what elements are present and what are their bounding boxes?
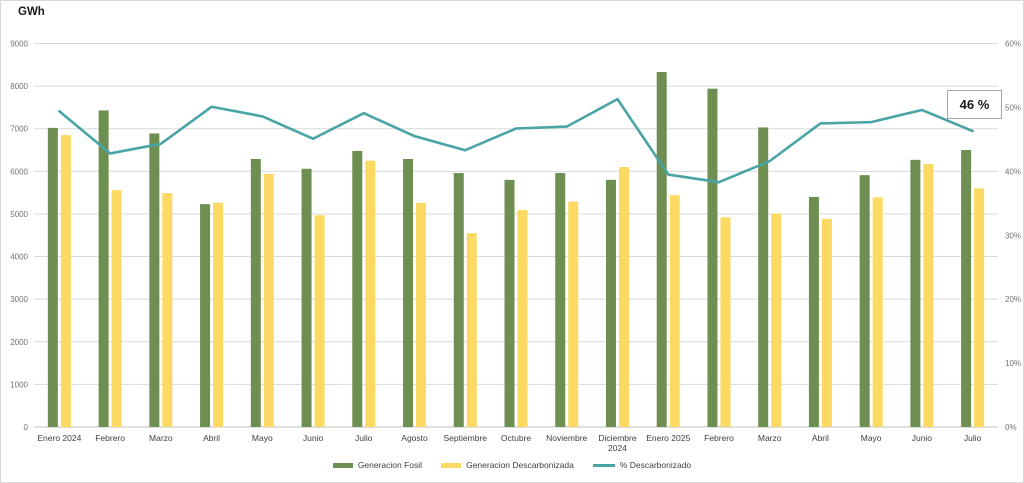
bar-generacion-fosil [605,179,616,427]
left-axis-tick: 2000 [10,338,28,347]
bar-generacion-fosil [504,179,515,427]
bar-generacion-fosil [301,168,312,427]
left-axis-tick: 0 [24,423,29,432]
x-axis-label: Agosto [401,433,428,443]
legend-item-generacion-fosil: Generacion Fosil [332,460,423,470]
generacion-fosil-swatch-icon [332,462,353,468]
x-axis-label: Julio [964,433,982,443]
left-axis-tick: 5000 [10,210,28,219]
x-axis-label: Marzo [149,433,173,443]
bar-generacion-descarbonizada [821,219,832,427]
bar-generacion-fosil [352,150,363,427]
right-axis-tick: 0% [1005,423,1017,432]
bar-generacion-descarbonizada [466,233,477,427]
bar-generacion-fosil [250,158,261,427]
x-axis-label: Enero 2024 [37,433,81,443]
bar-generacion-fosil [808,196,819,427]
x-axis-label: Febrero [95,433,125,443]
left-axis-tick: 7000 [10,125,28,134]
legend-label-generacion-descarbonizada: Generacion Descarbonizada [466,460,574,470]
pct-descarbonizado-line [58,97,974,184]
x-axis-label: Noviembre [546,433,587,443]
x-axis-label: Junio [912,433,933,443]
bar-generacion-descarbonizada [263,173,274,427]
legend-label-pct-descarbonizado: % Descarbonizado [619,460,692,470]
bar-generacion-descarbonizada [213,202,224,427]
bar-generacion-fosil [707,88,718,427]
left-axis-tick: 4000 [10,253,28,262]
bar-generacion-descarbonizada [517,210,528,427]
x-axis-label: Diciembre 2024 [598,433,637,453]
bar-generacion-fosil [403,158,414,427]
bar-generacion-descarbonizada [923,164,934,427]
x-axis-label: Marzo [758,433,782,443]
x-axis-label: Mayo [252,433,273,443]
x-axis-label: Abril [203,433,220,443]
bar-generacion-descarbonizada [111,190,122,427]
left-axis-tick: 3000 [10,295,28,304]
left-axis-tick: 6000 [10,167,28,176]
bar-generacion-descarbonizada [365,160,376,428]
generacion-descarbonizada-swatch-icon [441,462,462,468]
bar-generacion-descarbonizada [60,135,71,427]
x-axis-label: Abril [812,433,829,443]
x-axis-label: Enero 2025 [646,433,690,443]
right-axis-tick: 60% [1005,40,1021,49]
bar-generacion-descarbonizada [162,193,173,427]
bar-generacion-fosil [47,127,58,428]
right-axis-tick: 50% [1005,103,1021,112]
bar-generacion-descarbonizada [314,215,325,427]
right-axis-tick: 10% [1005,359,1021,368]
bar-generacion-fosil [961,150,972,427]
x-axis-label: Octubre [501,433,532,443]
legend-item-generacion-descarbonizada: Generacion Descarbonizada [441,460,574,470]
bar-generacion-fosil [200,204,211,427]
bar-generacion-fosil [859,175,870,427]
bar-generacion-fosil [453,173,464,427]
bar-generacion-descarbonizada [416,202,427,427]
x-axis-label: Julio [355,433,373,443]
bar-generacion-descarbonizada [618,167,629,428]
pct-descarbonizado-swatch-icon [592,463,615,467]
axis-unit-label: GWh [18,6,45,18]
bar-generacion-fosil [656,72,667,428]
bar-generacion-descarbonizada [568,201,579,427]
bar-generacion-descarbonizada [771,213,782,427]
x-axis-label: Mayo [861,433,882,443]
right-axis-tick: 30% [1005,231,1021,240]
bar-generacion-descarbonizada [669,195,680,427]
left-axis-tick: 1000 [10,380,28,389]
bar-generacion-descarbonizada [720,217,731,427]
x-axis-label: Junio [303,433,324,443]
bar-generacion-fosil [149,133,160,428]
left-axis-tick: 8000 [10,82,28,91]
bar-generacion-fosil [555,173,566,427]
x-axis-label: Febrero [704,433,734,443]
x-axis-label: Septiembre [444,433,488,443]
legend-item-pct-descarbonizado: % Descarbonizado [592,460,692,470]
right-axis-tick: 40% [1005,167,1021,176]
bar-generacion-fosil [98,110,109,427]
bar-generacion-descarbonizada [974,188,985,427]
callout-46-percent: 46 % [947,90,1002,119]
right-axis-tick: 20% [1005,295,1021,304]
legend-label-generacion-fosil: Generacion Fosil [357,460,423,470]
bar-generacion-fosil [758,127,769,428]
bar-generacion-descarbonizada [872,197,883,427]
chart-legend: Generacion Fosil Generacion Descarboniza… [1,460,1023,470]
bar-generacion-fosil [910,159,921,427]
left-axis-tick: 9000 [10,40,28,49]
